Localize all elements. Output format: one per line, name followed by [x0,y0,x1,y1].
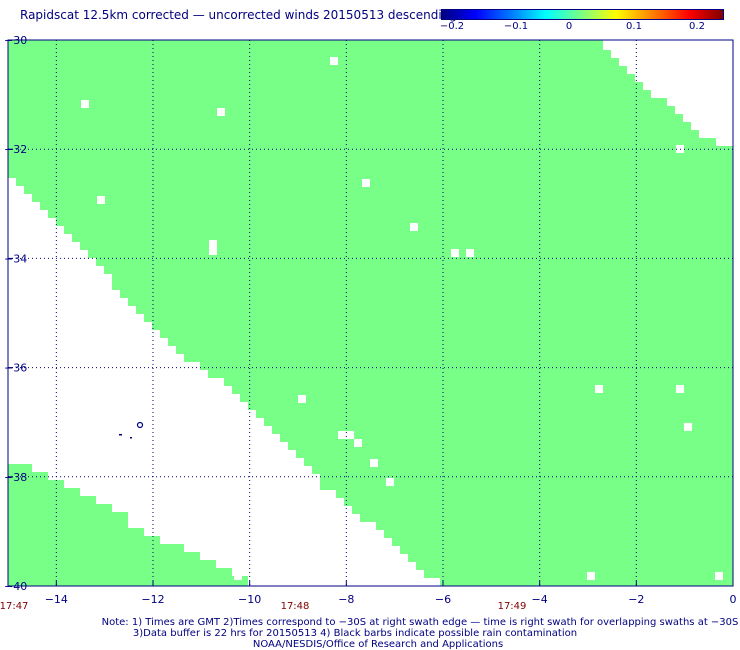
missing-cell [684,423,692,431]
swath-region-south [8,464,248,586]
x-tick-label: −10 [238,593,261,606]
missing-cell [209,240,217,248]
missing-cell [362,179,370,187]
missing-cell [234,572,242,580]
time-label: 17:48 [281,601,310,612]
x-tick-label: 0 [730,593,737,606]
missing-cell [410,223,418,231]
missing-cell [338,431,346,439]
note-line-2: 3)Data buffer is 22 hrs for 20150513 4) … [132,628,578,639]
missing-cell [595,385,603,393]
y-tick-label: −34 [4,252,27,265]
y-tick-label: −40 [4,580,27,593]
missing-cell [676,385,684,393]
missing-cell [354,439,362,447]
missing-cell [217,108,225,116]
missing-cell [298,395,306,403]
map-frame [7,39,734,587]
missing-cell [587,572,595,580]
x-tick-label: −14 [45,593,68,606]
swath-coverage [8,40,733,586]
missing-cell [386,478,394,486]
colorbar [441,9,724,20]
colorbar-tick: −0.2 [439,21,465,32]
x-tick-label: −2 [628,593,644,606]
y-tick-label: −36 [4,362,27,375]
missing-cell [97,196,105,204]
missing-cell [330,57,338,65]
colorbar-tick: 0.1 [626,21,642,32]
island-outline [119,421,144,439]
note-line-1: Note: 1) Times are GMT 2)Times correspon… [101,617,739,628]
x-tick-label: −8 [338,593,354,606]
missing-cell [466,249,474,257]
missing-cell [81,100,89,108]
colorbar-tick: 0 [565,21,573,32]
colorbar-tick: −0.1 [503,21,529,32]
y-tick-label: −38 [4,471,27,484]
time-label: 17:49 [498,601,527,612]
colorbar-tick: 0.2 [689,21,705,32]
map-title: Rapidscat 12.5km corrected — uncorrected… [20,8,457,22]
graticule [8,40,733,586]
time-label: 17:47 [0,601,28,612]
missing-cell [370,459,378,467]
missing-cell [346,431,354,439]
x-tick-label: −12 [141,593,164,606]
missing-cell [451,249,459,257]
missing-cell [209,247,217,255]
x-tick-label: −4 [532,593,548,606]
note-line-3: NOAA/NESDIS/Office of Research and Appli… [252,639,504,650]
swath-region-north [8,40,733,586]
missing-cell [715,572,723,580]
y-tick-label: −30 [4,34,27,47]
x-tick-label: −6 [435,593,451,606]
y-tick-label: −32 [4,143,27,156]
